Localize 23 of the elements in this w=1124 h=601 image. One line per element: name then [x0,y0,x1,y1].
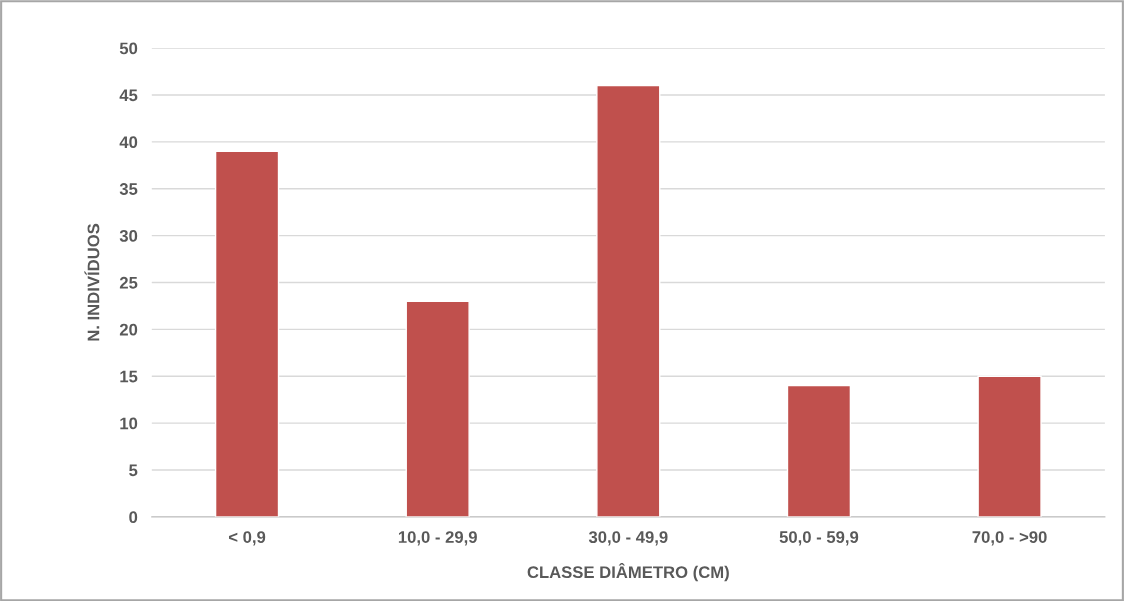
y-axis-title: N. INDIVÍDUOS [84,223,100,341]
y-tick-label: 50 [119,42,138,55]
x-tick-label: 10,0 - 29,9 [398,531,477,546]
y-tick-label: 40 [119,136,138,149]
y-tick-label: 5 [129,464,138,477]
x-tick-label: 30,0 - 49,9 [588,531,668,546]
y-tick-label: 0 [129,511,138,524]
y-tick-label: 10 [120,417,138,430]
y-tick-label: 45 [119,89,138,102]
y-tick-label: 20 [119,323,138,336]
y-tick-label: 25 [119,276,138,289]
x-tick-label: 70,0 - >90 [972,531,1047,546]
y-tick-label: 35 [119,183,138,195]
bar [596,84,661,517]
x-tick-label: < 0,9 [228,531,266,546]
bar [405,300,470,517]
x-tick-label: 50,0 - 59,9 [779,531,859,546]
x-axis-title: CLASSE DIÂMETRO (CM) [527,562,729,582]
bar [214,150,280,517]
y-tick-label: 15 [120,370,138,383]
bar [786,384,852,517]
y-tick-label: 30 [119,229,138,242]
bar [977,375,1042,517]
